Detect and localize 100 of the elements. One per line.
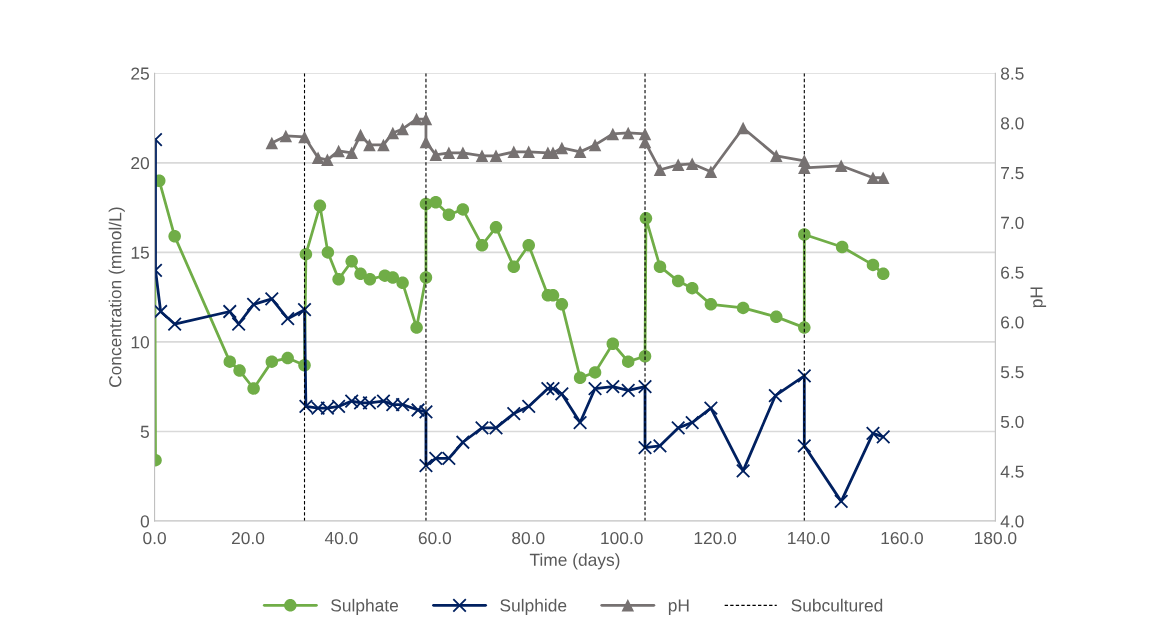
point (167, 316, 182, 332)
point (588, 366, 602, 379)
point (866, 171, 880, 184)
point (704, 298, 718, 311)
point (299, 247, 313, 261)
x-tick-label: 60.0 (418, 531, 452, 545)
x-tick-label: 80.0 (512, 531, 545, 545)
point (363, 273, 377, 286)
point (332, 273, 345, 286)
point (265, 355, 279, 368)
point (410, 402, 426, 418)
point (798, 228, 811, 241)
point (506, 406, 521, 421)
point (313, 199, 327, 213)
point (573, 145, 587, 159)
point (247, 382, 260, 395)
point (835, 240, 849, 254)
y-tick-label: 0 (140, 515, 150, 528)
point (770, 149, 783, 163)
y2-tick-label: 8.0 (1000, 117, 1024, 130)
point (489, 149, 503, 163)
y2-axis-title: pH (1030, 287, 1047, 308)
point (587, 381, 603, 396)
point (396, 122, 409, 136)
x-tick-label: 0.0 (143, 531, 166, 545)
point (475, 238, 489, 252)
point (834, 494, 849, 509)
y2-tick-label: 4.5 (1000, 465, 1024, 478)
y2-tick-label: 6.5 (1001, 266, 1024, 279)
point (653, 163, 667, 177)
point (386, 126, 400, 140)
point (507, 145, 521, 159)
point (456, 146, 470, 160)
point (429, 195, 443, 209)
x-tick-label: 100.0 (601, 531, 643, 545)
point (363, 138, 376, 152)
point (442, 208, 456, 222)
point (555, 298, 569, 311)
x-tick-label: 140.0 (788, 531, 830, 545)
point (685, 281, 699, 295)
point (354, 267, 367, 281)
legend-label: pH (668, 599, 689, 615)
point (311, 151, 325, 165)
point (876, 429, 891, 445)
point (265, 136, 279, 150)
point (377, 138, 390, 152)
point (621, 355, 635, 368)
point (321, 153, 334, 167)
point (865, 426, 881, 441)
y2-tick-label: 6.0 (1001, 316, 1024, 329)
point (521, 399, 536, 414)
point (573, 371, 587, 385)
legend-label: Sulphate (331, 598, 399, 615)
point (671, 158, 685, 172)
x-tick-label: 20.0 (231, 531, 265, 545)
x-tick-label: 180.0 (974, 531, 1017, 545)
point (354, 128, 367, 142)
point (344, 393, 359, 409)
point (231, 316, 246, 332)
point (685, 415, 700, 430)
point (671, 420, 686, 436)
point (736, 301, 750, 315)
point (637, 379, 653, 394)
y2-tick-label: 8.5 (1000, 67, 1024, 80)
point (233, 364, 246, 377)
point (555, 141, 569, 155)
x-tick-label: 160.0 (881, 531, 923, 545)
y-tick-label: 20 (131, 156, 150, 170)
y-tick-label: 10 (131, 336, 150, 349)
point (168, 230, 181, 243)
point (223, 355, 237, 368)
y-tick-label: 5 (140, 425, 149, 438)
point (704, 165, 718, 179)
point (418, 404, 434, 419)
point (489, 221, 503, 234)
point (418, 458, 434, 473)
point (419, 112, 433, 126)
x-tick-label: 120.0 (694, 531, 737, 545)
point (522, 145, 535, 159)
point (606, 337, 620, 350)
point (770, 310, 783, 324)
point (605, 379, 620, 394)
point (588, 138, 602, 152)
y-tick-label: 15 (131, 246, 149, 259)
y2-tick-label: 5.5 (1000, 366, 1024, 379)
point (877, 171, 890, 184)
point (653, 260, 667, 273)
point (507, 260, 521, 273)
point (279, 129, 293, 143)
point (475, 149, 489, 163)
point (410, 321, 423, 334)
point (735, 463, 751, 479)
point (321, 246, 335, 259)
point (429, 148, 443, 162)
point (246, 297, 261, 312)
point (545, 381, 561, 396)
y2-tick-label: 7.5 (1001, 167, 1024, 180)
point (768, 388, 783, 403)
point (222, 304, 237, 319)
point (606, 127, 620, 141)
